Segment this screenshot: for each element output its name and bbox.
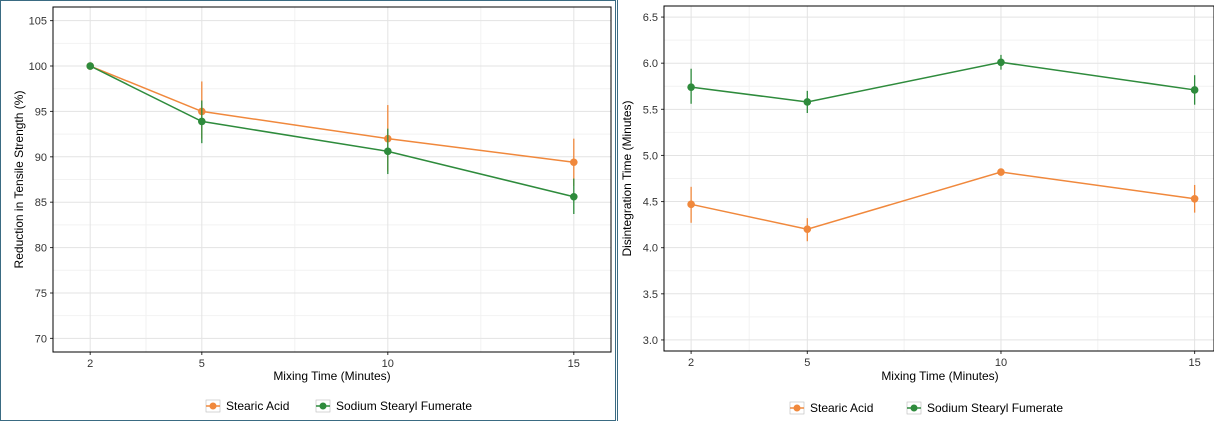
data-point [198,117,206,126]
x-axis-label: Mixing Time (Minutes) [881,369,998,383]
y-tick-label: 80 [35,243,47,255]
y-tick-label: 5.0 [643,150,658,162]
y-tick-label: 3.0 [643,335,658,347]
legend-label: Sodium Stearyl Fumerate [336,399,472,413]
y-tick-label: 70 [35,333,47,345]
legend-label: Sodium Stearyl Fumerate [927,401,1063,415]
x-tick-label: 5 [199,358,205,370]
legend-key-marker [319,402,327,410]
y-axis-label: Reduction in Tensile Strength (%) [12,91,26,269]
plot-frame [663,5,1214,352]
data-point [1190,194,1199,203]
y-axis-label: Disintegration Time (Minutes) [620,100,634,256]
y-tick-label: 105 [29,16,47,28]
series-line-stearic-acid [89,65,574,163]
y-tick-label: 5.5 [643,104,658,116]
x-tick-label: 5 [804,357,810,369]
x-tick-label: 10 [382,358,394,370]
y-tick-label: 85 [35,197,47,209]
y-tick-label: 4.5 [643,197,658,209]
left-chart-panel: 70 75 80 85 90 95 100 105 2 5 10 15 Mixing Time (Min… [0,0,616,421]
x-tick-label: 10 [995,357,1007,369]
legend-label: Stearic Acid [810,401,873,415]
y-tick-label: 100 [29,61,47,73]
data-point [687,83,695,91]
data-point [384,147,392,156]
legend-key-marker [910,404,918,412]
series-line-sodium-stearyl-fumerate [691,61,1195,103]
y-tick-label: 75 [35,288,47,300]
x-tick-label: 15 [1189,357,1201,369]
x-axis-label: Mixing Time (Minutes) [273,369,390,383]
y-tick-label: 4.0 [643,243,658,255]
y-tick-label: 3.5 [643,289,658,301]
data-point [687,200,695,209]
plot-frame [52,6,612,353]
series-line-sodium-stearyl-fumerate [89,65,574,198]
y-tick-label: 6.5 [643,12,658,24]
legend-label: Stearic Acid [226,399,289,413]
series-line-stearic-acid [690,171,1195,231]
data-point [570,158,578,167]
legend-key-marker [793,404,801,412]
data-point [997,58,1005,67]
disintegration-time-chart: 3.0 3.5 4.0 4.5 5.0 5.5 6.0 6.5 2 5 10 15 Mixing Tim… [620,5,1214,415]
legend-key-marker [209,402,217,410]
data-point [803,225,812,234]
tensile-strength-chart: 70 75 80 85 90 95 100 105 2 5 10 15 Mixing Time (Min… [12,6,612,413]
y-tick-label: 95 [35,106,47,118]
x-tick-label: 2 [688,357,694,369]
data-point [803,98,812,106]
x-tick-label: 2 [87,358,93,370]
data-point [1190,86,1199,94]
data-point [570,192,578,201]
right-chart-panel: 3.0 3.5 4.0 4.5 5.0 5.5 6.0 6.5 2 5 10 15 Mixing Tim… [617,0,1214,421]
x-tick-label: 15 [568,358,580,370]
data-point [86,62,94,70]
y-tick-label: 6.0 [643,58,658,70]
data-point [997,168,1005,176]
y-tick-label: 90 [35,152,47,164]
